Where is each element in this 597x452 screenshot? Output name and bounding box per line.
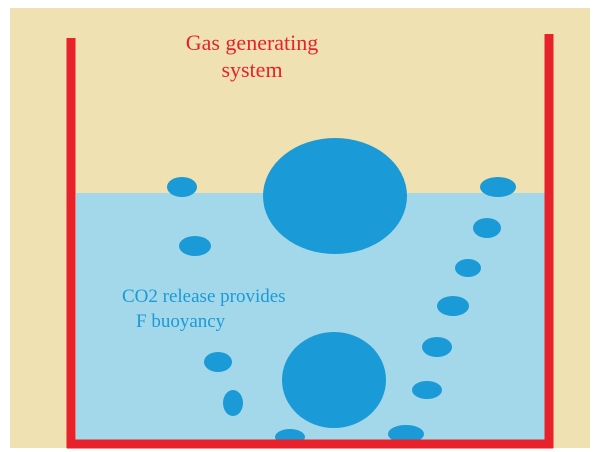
- small-bubble: [437, 296, 469, 316]
- diagram: Gas generating system CO2 release provid…: [0, 0, 597, 452]
- small-bubble: [204, 352, 232, 372]
- small-bubble: [167, 177, 197, 197]
- title-line: system: [221, 57, 282, 82]
- small-bubble: [179, 236, 211, 256]
- title-line: Gas generating: [186, 30, 319, 55]
- small-bubble: [223, 390, 243, 416]
- small-bubble: [412, 381, 442, 399]
- annotation-line: CO2 release provides: [122, 286, 286, 307]
- small-bubble: [480, 177, 516, 197]
- small-bubble: [473, 218, 501, 238]
- page: Gas generating system CO2 release provid…: [0, 0, 597, 452]
- large-bubble: [263, 138, 407, 254]
- large-bubble: [282, 332, 386, 428]
- small-bubble: [422, 337, 452, 357]
- small-bubble: [455, 259, 481, 277]
- annotation-line: F buoyancy: [136, 311, 226, 332]
